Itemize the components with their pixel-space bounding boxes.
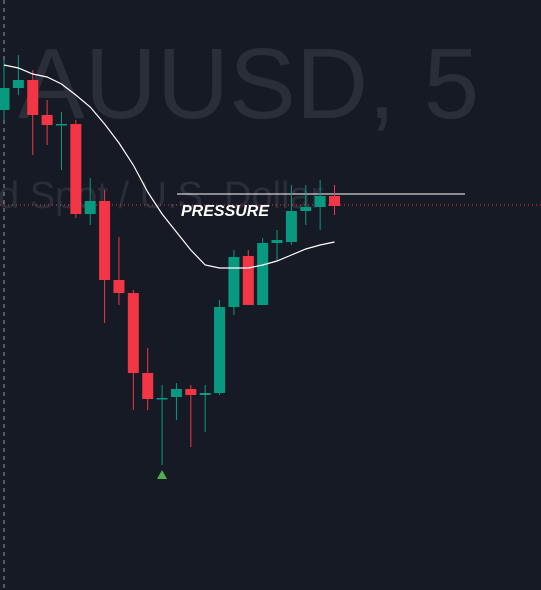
candle-body <box>12 80 24 88</box>
candle-body <box>214 307 226 393</box>
candle-body <box>99 201 111 280</box>
candle-body <box>199 393 211 395</box>
candle-body <box>84 201 96 214</box>
candle-body <box>185 389 197 395</box>
moving-average <box>3 64 335 269</box>
candle-body <box>70 124 82 214</box>
watermark-subtitle: d Spot / U.S. Dollar <box>0 175 324 217</box>
candle-body <box>55 124 67 126</box>
plot: PRESSURE <box>0 55 541 465</box>
candle-body <box>257 243 269 305</box>
candle-body <box>271 240 283 243</box>
candle-body <box>142 373 154 399</box>
watermark-title: AUUSD, 5 <box>18 28 479 140</box>
candle-body <box>242 256 254 305</box>
candle-body <box>228 257 240 307</box>
candle-body <box>170 389 182 397</box>
signal-marker <box>157 470 167 479</box>
candle-body <box>27 80 39 115</box>
candle-body <box>329 196 341 206</box>
candle-body <box>127 293 139 373</box>
candle-body <box>285 211 297 242</box>
candle-body <box>0 88 10 110</box>
pressure-label: PRESSURE <box>181 203 270 220</box>
candle-body <box>300 207 312 211</box>
candle-body <box>314 196 326 207</box>
candle-body <box>113 280 125 293</box>
candle-body <box>41 115 53 125</box>
candle-body <box>156 398 168 400</box>
